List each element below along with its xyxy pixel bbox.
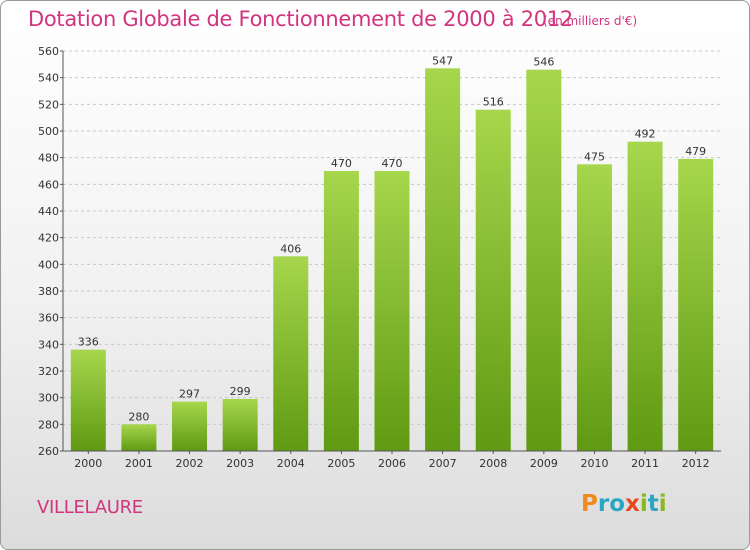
- axes: 260 280 300 320 340 360 380 400 420 440 460 480 500 5…: [38, 45, 721, 470]
- x-tick-label: 2009: [530, 457, 558, 470]
- y-tick-label: 460: [38, 178, 59, 191]
- data-label: 280: [128, 410, 149, 423]
- data-label: 546: [533, 56, 554, 69]
- y-tick-label: 540: [38, 72, 59, 85]
- x-tick-label: 2005: [327, 457, 355, 470]
- logo-letter: t: [647, 491, 659, 517]
- logo-letter: o: [609, 491, 626, 517]
- logo-letter: x: [625, 491, 640, 517]
- y-tick-label: 360: [38, 312, 59, 325]
- logo-letter: i: [639, 491, 648, 517]
- data-label: 470: [382, 157, 403, 170]
- data-label: 406: [280, 242, 301, 255]
- data-label: 470: [331, 157, 352, 170]
- x-tick-label: 2008: [479, 457, 507, 470]
- bar: [374, 171, 410, 451]
- data-label: 492: [635, 128, 656, 141]
- bar: [627, 141, 663, 451]
- logo-letter: r: [597, 491, 610, 517]
- y-tick-label: 380: [38, 285, 59, 298]
- x-tick-label: 2000: [74, 457, 102, 470]
- bar: [576, 164, 612, 452]
- x-tick-label: 2002: [176, 457, 204, 470]
- x-tick-label: 2012: [682, 457, 710, 470]
- data-label: 297: [179, 388, 200, 401]
- y-tick-label: 480: [38, 152, 59, 165]
- proxiti-logo: Proxiti: [581, 491, 667, 517]
- data-label: 516: [483, 96, 504, 109]
- bar: [425, 68, 461, 451]
- bar: [121, 424, 157, 451]
- y-tick-label: 500: [38, 125, 59, 138]
- y-tick-label: 440: [38, 205, 59, 218]
- bar: [273, 256, 309, 451]
- y-tick-label: 420: [38, 232, 59, 245]
- commune-name: VILLELAURE: [37, 497, 143, 518]
- x-tick-label: 2007: [429, 457, 457, 470]
- x-tick-label: 2004: [277, 457, 305, 470]
- y-tick-label: 340: [38, 338, 59, 351]
- bar: [526, 69, 562, 452]
- bar: [323, 171, 359, 451]
- chart-title: Dotation Globale de Fonctionnement de 20…: [28, 7, 573, 31]
- bar: [172, 401, 208, 451]
- data-label: 475: [584, 150, 605, 163]
- bar: [70, 349, 106, 451]
- bar: [222, 399, 258, 451]
- chart-subtitle: (en milliers d'€): [543, 14, 638, 28]
- logo-letter: P: [581, 491, 598, 517]
- bar: [678, 159, 714, 451]
- x-tick-label: 2010: [580, 457, 608, 470]
- y-tick-label: 280: [38, 418, 59, 431]
- bar: [475, 109, 511, 452]
- data-label: 299: [230, 385, 251, 398]
- data-label: 547: [432, 54, 453, 67]
- x-tick-label: 2011: [631, 457, 659, 470]
- x-tick-label: 2001: [125, 457, 153, 470]
- y-tick-label: 260: [38, 445, 59, 458]
- logo-letter: i: [658, 491, 667, 517]
- bars: 336 280 297 299 406 470 470 547 516 546 475 492 479: [70, 54, 714, 452]
- x-tick-label: 2003: [226, 457, 254, 470]
- y-tick-label: 400: [38, 258, 59, 271]
- y-tick-label: 520: [38, 98, 59, 111]
- y-tick-label: 560: [38, 45, 59, 58]
- data-label: 479: [685, 145, 706, 158]
- x-tick-label: 2006: [378, 457, 406, 470]
- data-label: 336: [78, 336, 99, 349]
- y-tick-label: 320: [38, 365, 59, 378]
- y-tick-label: 300: [38, 392, 59, 405]
